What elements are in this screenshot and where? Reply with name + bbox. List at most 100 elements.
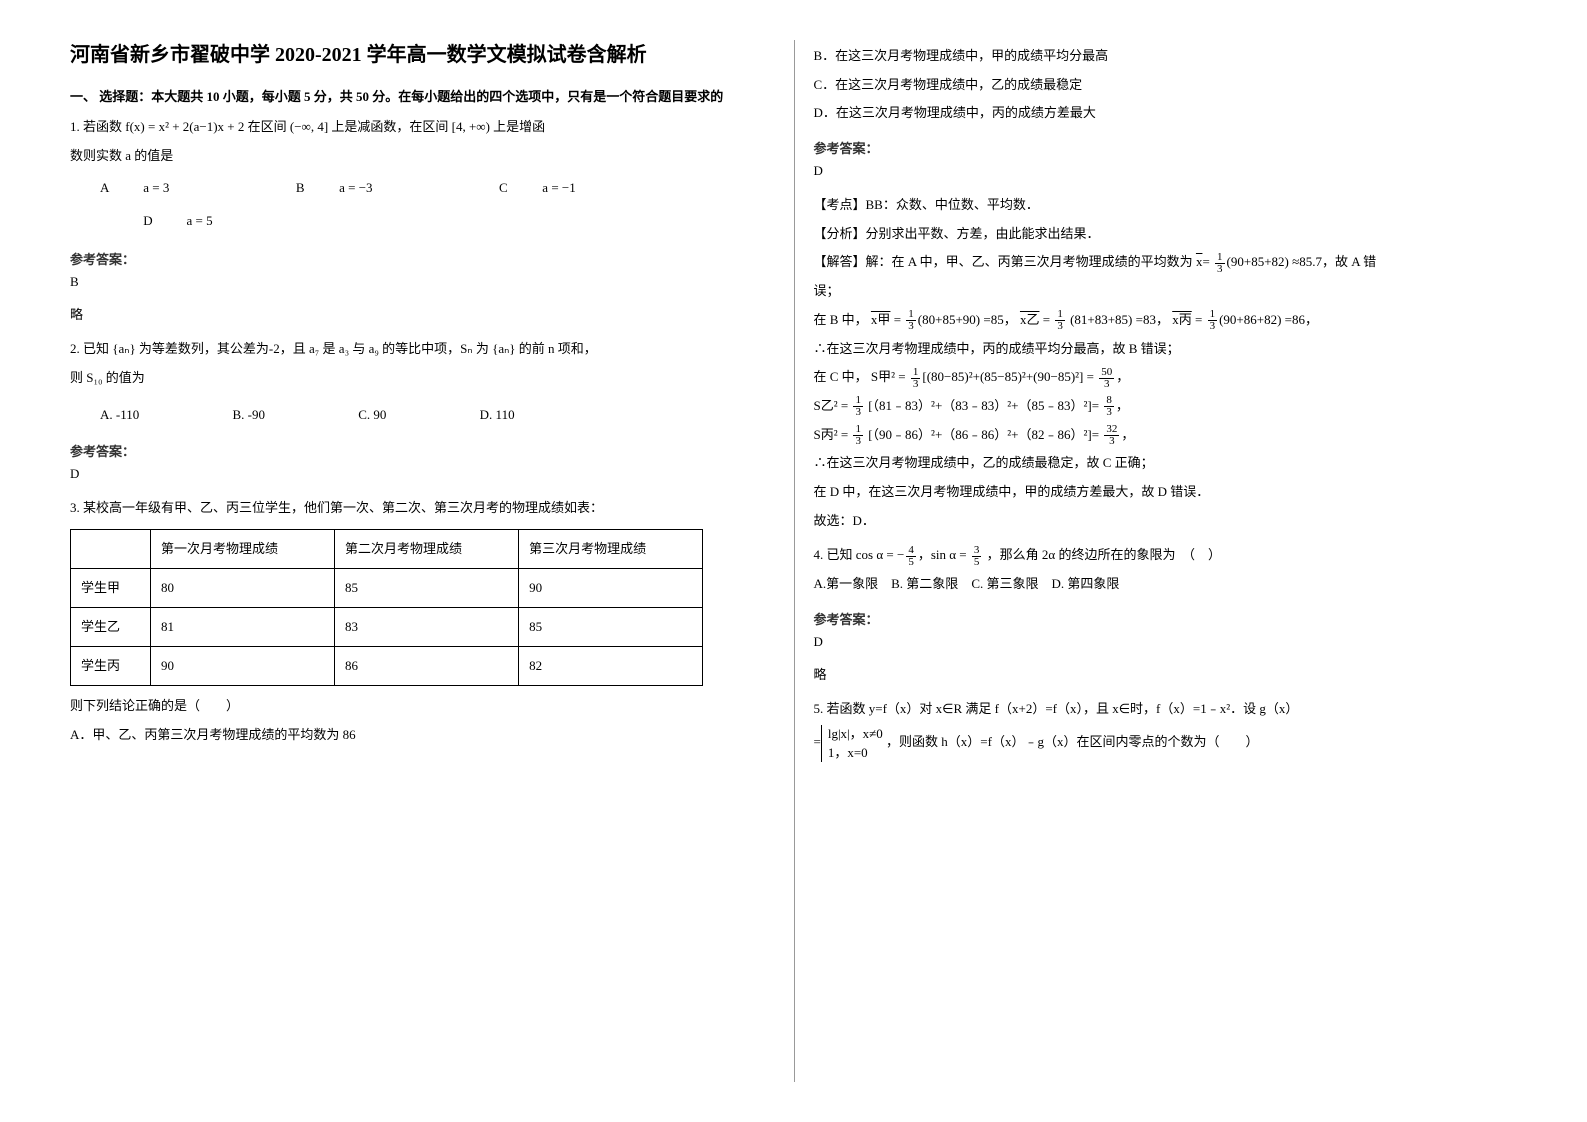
q3-optC: C．在这三次月考物理成绩中，乙的成绩最稳定 <box>814 73 1518 98</box>
q2-optC: C. 90 <box>358 401 386 430</box>
q2-stem2: 则 S₁₀ 的值为 <box>70 366 774 391</box>
td: 90 <box>151 647 335 686</box>
q1-stem-a: 1. 若函数 f(x) = x² + 2(a−1)x + 2 在区间 (−∞, … <box>70 115 774 140</box>
q1-optC: a = −1 <box>542 180 575 195</box>
q4-stem-pre: 4. 已知 <box>814 547 853 562</box>
q2: 2. 已知 {aₙ} 为等差数列，其公差为-2，且 a₇ 是 a₃ 与 a₉ 的… <box>70 337 774 429</box>
q5-stem2: = lg|x|，x≠0 1，x=0 ，则函数 h（x）=f（x）﹣g（x）在区间… <box>814 725 1518 761</box>
frac: 13 <box>1208 309 1218 332</box>
q4-ans-label: 参考答案： <box>814 609 1518 628</box>
section-heading: 一、 选择题：本大题共 10 小题，每小题 5 分，共 50 分。在每小题给出的… <box>70 86 774 105</box>
exam-point-lab: 【考点】 <box>814 197 866 212</box>
q1-skip: 略 <box>70 304 774 323</box>
q2-ans-label: 参考答案： <box>70 441 774 460</box>
td: 86 <box>335 647 519 686</box>
frac: 13 <box>906 309 916 332</box>
solve-c-pre: 在 C 中， <box>814 369 868 384</box>
doc-title: 河南省新乡市翟破中学 2020-2021 学年高一数学文模拟试卷含解析 <box>70 40 774 70</box>
q1-options-row2: D a = 5 <box>100 205 774 238</box>
xbar-yi: x乙 <box>1020 312 1040 327</box>
q1-optA: a = 3 <box>143 180 169 195</box>
td: 学生乙 <box>71 608 151 647</box>
analysis-text: 分别求出平数、方差，由此能求出结果． <box>866 226 1100 241</box>
frac: 45 <box>906 545 916 568</box>
q3-solve-b: 在 B 中， x甲 = 13(80+85+90) =85， x乙 = 13 (8… <box>814 308 1518 333</box>
left-column: 河南省新乡市翟破中学 2020-2021 学年高一数学文模拟试卷含解析 一、 选… <box>50 40 794 1082</box>
table-row: 学生乙 81 83 85 <box>71 608 703 647</box>
q3-optA: A．甲、乙、丙第三次月考物理成绩的平均数为 86 <box>70 723 774 748</box>
td: 80 <box>151 569 335 608</box>
q2-optA: A. -110 <box>100 401 139 430</box>
frac: 13 <box>911 367 921 390</box>
th-0 <box>71 530 151 569</box>
q3-solve-sel: 故选：D． <box>814 509 1518 534</box>
q3-exam-point: 【考点】BB：众数、中位数、平均数． <box>814 193 1518 218</box>
th-3: 第三次月考物理成绩 <box>519 530 703 569</box>
q3: 3. 某校高一年级有甲、乙、丙三位学生，他们第一次、第二次、第三次月考的物理成绩… <box>70 496 774 747</box>
q3-solve-a3: 误； <box>814 279 1518 304</box>
td: 学生丙 <box>71 647 151 686</box>
column-divider <box>794 40 795 1082</box>
q3-solve-c1: 在 C 中， S甲² = 13[(80−85)²+(85−85)²+(90−85… <box>814 365 1518 390</box>
q1-optA-lab: A <box>100 172 140 205</box>
frac: 13 <box>853 424 863 447</box>
solve-b-pre: 在 B 中， <box>814 312 868 327</box>
case2: 1，x=0 <box>828 745 868 760</box>
q2-ans: D <box>70 466 774 482</box>
solve-b-mid2: (81+83+85) =83， <box>1070 312 1169 327</box>
q4: 4. 已知 cos α = −45，sin α = 35 ，那么角 2α 的终边… <box>814 543 1518 596</box>
xbar: x <box>1196 254 1203 269</box>
q4-optD: D. 第四象限 <box>1051 576 1119 591</box>
cases: lg|x|，x≠0 1，x=0 <box>821 725 883 761</box>
frac: 323 <box>1104 424 1119 447</box>
q2-optD: D. 110 <box>480 401 515 430</box>
td: 81 <box>151 608 335 647</box>
frac: 503 <box>1099 367 1114 390</box>
q3-optB: B．在这三次月考物理成绩中，甲的成绩平均分最高 <box>814 44 1518 69</box>
q1-optD: a = 5 <box>187 213 213 228</box>
q3-solve-d: 在 D 中，在这三次月考物理成绩中，甲的成绩方差最大，故 D 错误． <box>814 480 1518 505</box>
td: 90 <box>519 569 703 608</box>
td: 85 <box>335 569 519 608</box>
q4-optB: B. 第二象限 <box>891 576 958 591</box>
q3-solve-a: 【解答】解：在 A 中，甲、乙、丙第三次月考物理成绩的平均数为 x= 13(90… <box>814 250 1518 275</box>
th-2: 第二次月考物理成绩 <box>335 530 519 569</box>
frac: 13 <box>1055 309 1065 332</box>
frac: 35 <box>972 545 982 568</box>
th-1: 第一次月考物理成绩 <box>151 530 335 569</box>
frac: 83 <box>1104 395 1114 418</box>
q4-optA: A.第一象限 <box>814 576 879 591</box>
q4-optC: C. 第三象限 <box>971 576 1038 591</box>
q1-ans-label: 参考答案： <box>70 249 774 268</box>
q2-options: A. -110 B. -90 C. 90 D. 110 <box>100 401 774 430</box>
q5: 5. 若函数 y=f（x）对 x∈R 满足 f（x+2）=f（x），且 x∈时，… <box>814 697 1518 762</box>
q3-ans: D <box>814 163 1518 179</box>
q1: 1. 若函数 f(x) = x² + 2(a−1)x + 2 在区间 (−∞, … <box>70 115 774 237</box>
q1-optD-lab: D <box>143 205 183 238</box>
td: 85 <box>519 608 703 647</box>
q5-stem2-post: ，则函数 h（x）=f（x）﹣g（x）在区间内零点的个数为（ ） <box>886 735 1258 750</box>
right-column: B．在这三次月考物理成绩中，甲的成绩平均分最高 C．在这三次月考物理成绩中，乙的… <box>794 40 1538 1082</box>
q3-solve-c2: S乙² = 13 [（81﹣83）²+（83﹣83）²+（85﹣83）²]= 8… <box>814 394 1518 419</box>
td: 学生甲 <box>71 569 151 608</box>
q4-stem-post: ，那么角 2α 的终边所在的象限为 （ ） <box>987 547 1221 562</box>
td: 82 <box>519 647 703 686</box>
q3-after-table: 则下列结论正确的是（ ） <box>70 694 774 719</box>
table-row: 学生丙 90 86 82 <box>71 647 703 686</box>
q1-stem-b: 数则实数 a 的值是 <box>70 144 774 169</box>
solve-b-mid1: =85， <box>983 312 1016 327</box>
q4-skip: 略 <box>814 664 1518 683</box>
q4-options: A.第一象限 B. 第二象限 C. 第三象限 D. 第四象限 <box>814 572 1518 597</box>
q1-options-row1: A a = 3 B a = −3 C a = −1 <box>100 172 774 205</box>
td: 83 <box>335 608 519 647</box>
q4-stem: 4. 已知 cos α = −45，sin α = 35 ，那么角 2α 的终边… <box>814 543 1518 568</box>
q3-optD: D．在这三次月考物理成绩中，丙的成绩方差最大 <box>814 101 1518 126</box>
q2-optB: B. -90 <box>233 401 266 430</box>
frac: 13 <box>1215 252 1225 275</box>
q3-solve-c-concl: ∴在这三次月考物理成绩中，乙的成绩最稳定，故 C 正确； <box>814 451 1518 476</box>
q3-analysis: 【分析】分别求出平数、方差，由此能求出结果． <box>814 222 1518 247</box>
solve-b-end: =86， <box>1285 312 1318 327</box>
xbar-jia: x甲 <box>871 312 891 327</box>
case1: lg|x|，x≠0 <box>828 726 883 741</box>
q3-table: 第一次月考物理成绩 第二次月考物理成绩 第三次月考物理成绩 学生甲 80 85 … <box>70 529 703 686</box>
